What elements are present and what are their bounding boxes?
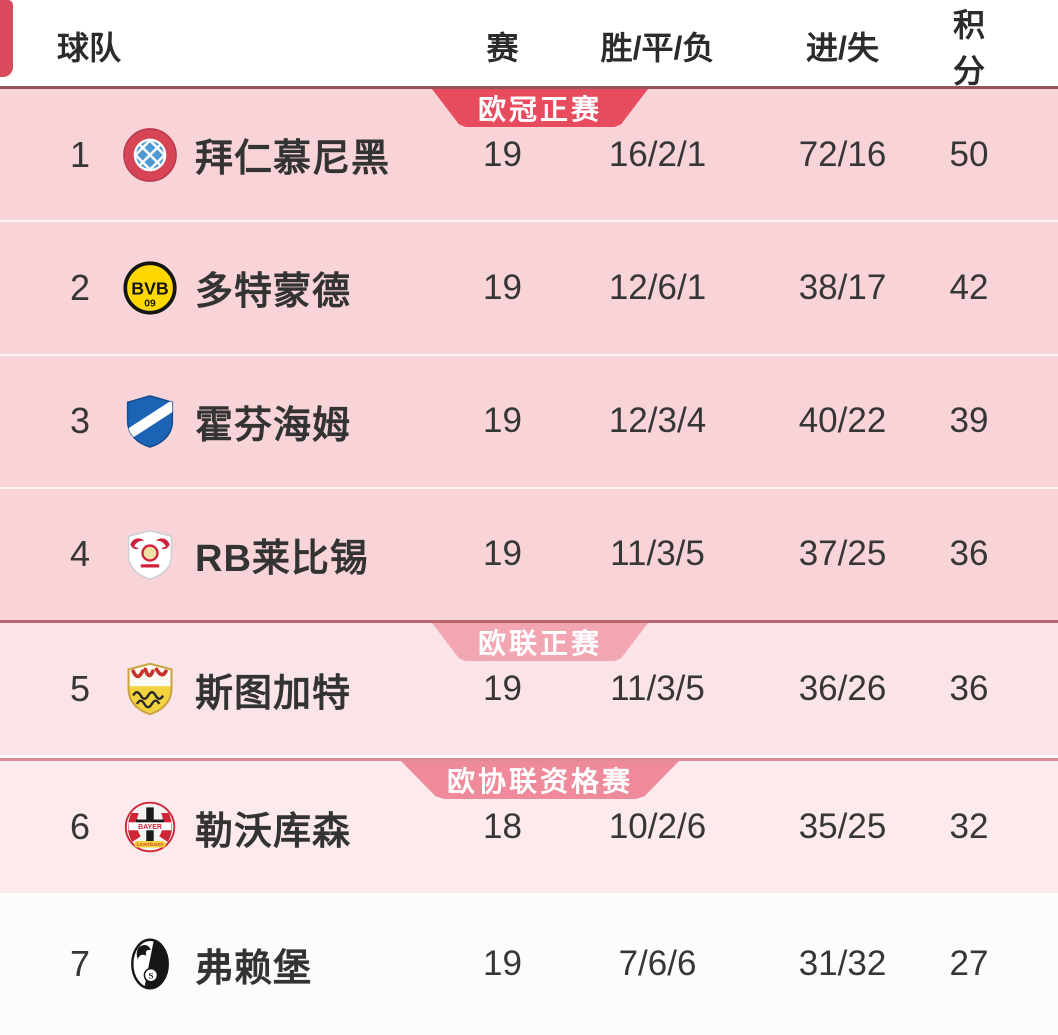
- win-draw-loss: 11/3/5: [610, 669, 705, 708]
- svg-text:Leverkusen: Leverkusen: [137, 842, 164, 848]
- freiburg-crest-icon: S: [115, 936, 185, 992]
- team-name: 勒沃库森: [195, 810, 352, 853]
- svg-text:BVB: BVB: [131, 278, 168, 298]
- rank: 1: [69, 133, 91, 175]
- matches-played: 19: [483, 669, 522, 708]
- goals-for-against: 72/16: [798, 134, 887, 174]
- table-row[interactable]: 7 S 弗赖堡 19 7/6/6 31/32 27: [0, 893, 1058, 1035]
- bayern-munich-crest-icon: [115, 127, 185, 183]
- goals-for-against: 36/26: [798, 669, 887, 708]
- rank: 5: [69, 668, 91, 709]
- matches-played: 19: [483, 267, 522, 307]
- team-name: 斯图加特: [195, 672, 352, 715]
- table-header: 球队 赛 胜/平/负 进/失 积分: [0, 0, 1058, 89]
- points: 36: [949, 534, 989, 574]
- goals-for-against: 37/25: [798, 534, 887, 574]
- win-draw-loss: 11/3/5: [610, 534, 705, 574]
- uel-zone-badge: 欧联正赛: [431, 623, 649, 661]
- goals-for-against: 40/22: [798, 401, 887, 441]
- win-draw-loss: 12/3/4: [608, 401, 707, 441]
- rb-leipzig-crest-icon: [115, 526, 185, 582]
- section-champions-league: 欧冠正赛 1 拜仁慕尼黑: [0, 86, 1058, 620]
- team-name: 霍芬海姆: [195, 404, 352, 447]
- svg-text:BAYER: BAYER: [138, 824, 162, 831]
- rank: 2: [69, 266, 91, 308]
- section-europa-league: 欧联正赛 5 斯图加特 19 11/3/5 3: [0, 620, 1058, 758]
- matches-played: 19: [483, 401, 522, 441]
- points: 32: [949, 807, 989, 846]
- table-row[interactable]: 2 BVB 09 多特蒙德 19 12/6/1 38/17 42: [0, 220, 1058, 353]
- section-conference-league: 欧协联资格赛 6 BAYER Leverkusen 勒沃库森 18 10/2/6: [0, 758, 1058, 893]
- goals-for-against: 31/32: [798, 944, 887, 983]
- left-accent-tab: [0, 0, 13, 77]
- team-name: 拜仁慕尼黑: [195, 138, 391, 181]
- ucl-zone-badge: 欧冠正赛: [431, 89, 649, 127]
- rank: 6: [69, 806, 91, 847]
- win-draw-loss: 7/6/6: [618, 944, 697, 983]
- table-row[interactable]: 1 拜仁慕尼黑 19 16/2: [0, 89, 1058, 220]
- goals-for-against: 38/17: [798, 267, 887, 307]
- column-header-wdl: 胜/平/负: [600, 30, 715, 66]
- column-header-team: 球队: [57, 30, 122, 66]
- win-draw-loss: 12/6/1: [608, 267, 707, 307]
- leverkusen-crest-icon: BAYER Leverkusen: [115, 799, 185, 855]
- team-name: RB莱比锡: [195, 537, 369, 580]
- column-header-points: 积分: [952, 7, 985, 89]
- matches-played: 18: [483, 807, 522, 846]
- team-name: 多特蒙德: [195, 271, 352, 314]
- borussia-dortmund-crest-icon: BVB 09: [115, 260, 185, 316]
- points: 36: [949, 669, 989, 708]
- matches-played: 19: [483, 534, 522, 574]
- win-draw-loss: 16/2/1: [608, 134, 707, 174]
- rank: 3: [69, 400, 91, 442]
- uecl-zone-badge: 欧协联资格赛: [400, 761, 680, 799]
- stuttgart-crest-icon: [115, 661, 185, 717]
- table-row[interactable]: 5 斯图加特 19 11/3/5 36/26 36: [0, 623, 1058, 755]
- table-row[interactable]: 4 RB莱比锡 19 11/3/5 37/25 36: [0, 486, 1058, 620]
- rank: 7: [69, 943, 91, 984]
- svg-text:S: S: [148, 970, 153, 980]
- rank: 4: [69, 533, 91, 575]
- section-no-qualification: 7 S 弗赖堡 19 7/6/6 31/32 27: [0, 893, 1058, 1035]
- table-row[interactable]: 3 霍芬海姆 19 12/3/4 40/22 39: [0, 353, 1058, 487]
- points: 39: [949, 401, 989, 441]
- points: 50: [949, 134, 989, 174]
- points: 27: [949, 944, 989, 983]
- svg-text:09: 09: [144, 299, 156, 310]
- win-draw-loss: 10/2/6: [608, 807, 707, 846]
- team-name: 弗赖堡: [195, 947, 313, 990]
- hoffenheim-crest-icon: [115, 393, 185, 449]
- matches-played: 19: [483, 944, 522, 983]
- table-row[interactable]: 6 BAYER Leverkusen 勒沃库森 18 10/2/6 35/25 …: [0, 761, 1058, 893]
- column-header-played: 赛: [486, 30, 519, 66]
- points: 42: [949, 267, 989, 307]
- column-header-goals: 进/失: [806, 30, 879, 66]
- goals-for-against: 35/25: [798, 807, 887, 846]
- matches-played: 19: [483, 134, 522, 174]
